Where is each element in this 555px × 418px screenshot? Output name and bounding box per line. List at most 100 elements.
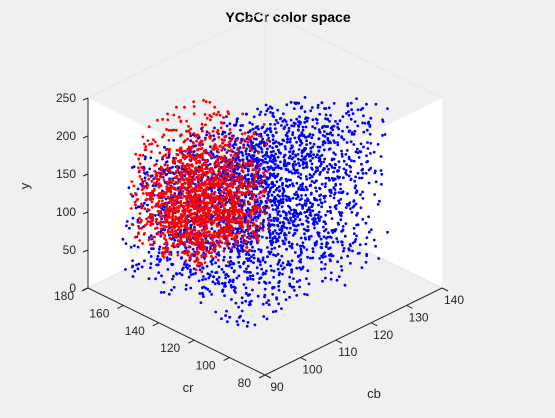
data-point	[349, 101, 353, 105]
data-point	[346, 254, 350, 258]
data-point	[216, 128, 220, 132]
data-point	[239, 141, 243, 144]
data-point	[238, 172, 242, 176]
data-point	[362, 145, 365, 149]
data-point	[215, 252, 219, 256]
data-point	[349, 140, 353, 144]
data-point	[262, 205, 266, 209]
data-point	[240, 309, 244, 313]
data-point	[261, 228, 265, 232]
data-point	[202, 251, 206, 255]
data-point	[219, 126, 223, 130]
data-point	[137, 224, 140, 228]
data-point	[242, 143, 246, 147]
data-point	[211, 236, 214, 240]
data-point	[222, 249, 226, 253]
data-point	[198, 206, 201, 210]
data-point	[180, 164, 184, 168]
data-point	[183, 251, 187, 255]
data-point	[160, 207, 164, 211]
data-point	[217, 164, 221, 168]
data-point	[270, 166, 274, 170]
data-point	[222, 191, 226, 195]
data-point	[277, 302, 280, 306]
data-point	[311, 145, 315, 149]
data-point	[237, 305, 241, 309]
data-point	[207, 132, 211, 135]
cr-tick	[81, 287, 89, 292]
data-point	[267, 227, 270, 231]
data-point	[240, 151, 244, 155]
data-point	[270, 193, 274, 197]
data-point	[147, 250, 151, 254]
data-point	[250, 161, 254, 165]
data-point	[306, 116, 310, 120]
data-point	[259, 110, 263, 114]
data-point	[320, 254, 324, 258]
data-point	[239, 128, 242, 132]
data-point	[251, 274, 255, 277]
data-point	[204, 100, 208, 104]
chart-title: YCbCr color space	[225, 9, 350, 25]
data-point	[231, 207, 235, 211]
data-point	[345, 125, 349, 129]
data-point	[257, 127, 260, 131]
data-point	[294, 153, 297, 157]
data-point	[245, 112, 249, 116]
data-point	[272, 310, 275, 314]
data-point	[278, 228, 281, 232]
data-point	[188, 264, 191, 268]
data-point	[185, 119, 189, 123]
data-point	[289, 178, 292, 182]
data-point	[320, 242, 324, 246]
data-point	[291, 196, 295, 200]
data-point	[189, 268, 192, 272]
data-point	[174, 229, 178, 233]
data-point	[256, 272, 259, 275]
data-point	[295, 280, 299, 283]
data-point	[235, 172, 239, 175]
data-point	[252, 131, 256, 135]
data-point	[227, 166, 231, 170]
data-point	[176, 153, 180, 157]
data-point	[248, 121, 252, 125]
data-point	[304, 204, 308, 207]
data-point	[157, 271, 161, 274]
data-point	[354, 238, 358, 241]
data-point	[203, 261, 207, 264]
data-point	[148, 214, 152, 218]
data-point	[194, 183, 198, 187]
data-point	[208, 167, 212, 171]
data-point	[242, 138, 246, 142]
data-point	[222, 255, 226, 259]
data-point	[328, 235, 332, 239]
data-point	[167, 182, 170, 186]
data-point	[176, 253, 180, 257]
data-point	[161, 231, 165, 235]
data-point	[361, 197, 365, 200]
data-point	[332, 177, 336, 181]
data-point	[328, 140, 331, 144]
data-point	[310, 162, 314, 166]
data-point	[244, 239, 248, 243]
data-point	[166, 228, 170, 232]
data-point	[281, 239, 285, 243]
data-point	[269, 250, 273, 254]
data-point	[320, 153, 324, 157]
data-point	[173, 195, 177, 199]
data-point	[187, 129, 191, 133]
data-point	[311, 250, 315, 254]
data-point	[169, 187, 173, 191]
data-point	[272, 115, 276, 119]
data-point	[366, 141, 369, 144]
data-point	[288, 244, 292, 248]
data-point	[316, 166, 319, 170]
data-point	[152, 247, 155, 251]
data-point	[277, 260, 281, 264]
data-point	[197, 193, 201, 197]
data-point	[242, 262, 245, 265]
data-point	[150, 205, 154, 209]
data-point	[194, 211, 198, 215]
data-point	[201, 286, 204, 290]
data-point	[356, 252, 360, 255]
